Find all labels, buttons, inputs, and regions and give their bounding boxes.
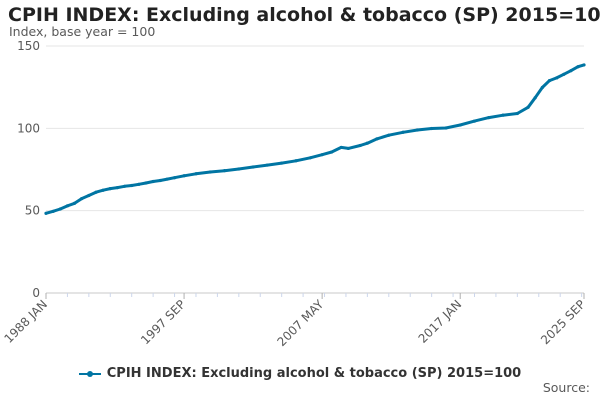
data-point[interactable] xyxy=(415,128,419,132)
data-point[interactable] xyxy=(137,182,141,186)
data-point[interactable] xyxy=(515,111,519,116)
data-point[interactable] xyxy=(222,169,227,173)
data-point[interactable] xyxy=(80,197,84,201)
chart-subtitle: Index, base year = 100 xyxy=(9,24,156,39)
series-line xyxy=(44,63,586,215)
data-point[interactable] xyxy=(576,65,580,69)
data-point[interactable] xyxy=(487,116,491,120)
x-tick-label: 2017 JAN xyxy=(416,297,465,346)
data-point[interactable] xyxy=(547,78,552,83)
x-tick-label: 2025 SEP xyxy=(538,297,588,347)
y-tick-label: 0 xyxy=(32,286,40,300)
data-point[interactable] xyxy=(172,176,177,180)
data-point[interactable] xyxy=(182,174,186,178)
data-point[interactable] xyxy=(158,178,162,183)
data-point[interactable] xyxy=(339,145,343,150)
data-point[interactable] xyxy=(130,183,134,188)
x-tick-label: 1997 SEP xyxy=(138,297,188,347)
series-layer xyxy=(44,63,586,215)
data-point[interactable] xyxy=(582,63,586,67)
data-point[interactable] xyxy=(375,137,379,141)
data-point[interactable] xyxy=(401,130,405,134)
data-point[interactable] xyxy=(122,184,127,188)
data-point[interactable] xyxy=(472,119,477,123)
y-tick-label: 100 xyxy=(17,121,40,135)
data-point[interactable] xyxy=(346,146,350,151)
data-point[interactable] xyxy=(540,85,544,90)
data-point[interactable] xyxy=(501,113,505,117)
data-point[interactable] xyxy=(108,187,112,191)
data-point[interactable] xyxy=(94,190,98,194)
data-point[interactable] xyxy=(526,105,530,109)
data-point[interactable] xyxy=(458,123,462,127)
data-point[interactable] xyxy=(308,156,312,160)
data-point[interactable] xyxy=(265,163,269,167)
data-point[interactable] xyxy=(72,201,77,205)
data-point[interactable] xyxy=(562,72,566,76)
data-point[interactable] xyxy=(251,165,255,169)
data-point[interactable] xyxy=(151,179,155,184)
data-point[interactable] xyxy=(51,209,55,213)
data-point[interactable] xyxy=(87,193,91,198)
data-point[interactable] xyxy=(208,170,212,174)
legend-swatch-icon xyxy=(78,369,101,379)
legend-label: CPIH INDEX: Excluding alcohol & tobacco … xyxy=(106,366,522,381)
data-point[interactable] xyxy=(358,143,362,148)
legend[interactable]: CPIH INDEX: Excluding alcohol & tobacco … xyxy=(0,366,600,381)
data-point[interactable] xyxy=(444,126,448,130)
data-point[interactable] xyxy=(65,204,70,208)
data-point[interactable] xyxy=(430,126,434,131)
data-point[interactable] xyxy=(365,141,369,145)
data-point[interactable] xyxy=(555,76,559,80)
gridlines xyxy=(46,45,584,294)
data-point[interactable] xyxy=(320,153,324,157)
data-point[interactable] xyxy=(237,167,241,171)
data-point[interactable] xyxy=(569,69,573,73)
data-point[interactable] xyxy=(115,186,120,190)
data-point[interactable] xyxy=(387,133,391,137)
data-point[interactable] xyxy=(194,172,198,176)
x-tick-label: 2007 MAY xyxy=(274,297,326,349)
chart-title: CPIH INDEX: Excluding alcohol & tobacco … xyxy=(8,4,600,26)
data-point[interactable] xyxy=(58,207,62,211)
data-point[interactable] xyxy=(330,150,334,154)
data-point[interactable] xyxy=(280,161,284,165)
data-point[interactable] xyxy=(144,181,148,185)
data-point[interactable] xyxy=(294,159,298,163)
data-point[interactable] xyxy=(165,177,170,181)
y-tick-label: 50 xyxy=(25,204,40,218)
y-tick-label: 150 xyxy=(17,39,40,53)
data-point[interactable] xyxy=(44,211,48,215)
data-point[interactable] xyxy=(533,96,537,100)
x-tick-label: 1988 JAN xyxy=(1,297,50,346)
source-label: Source: xyxy=(542,380,590,395)
data-point[interactable] xyxy=(101,188,105,192)
